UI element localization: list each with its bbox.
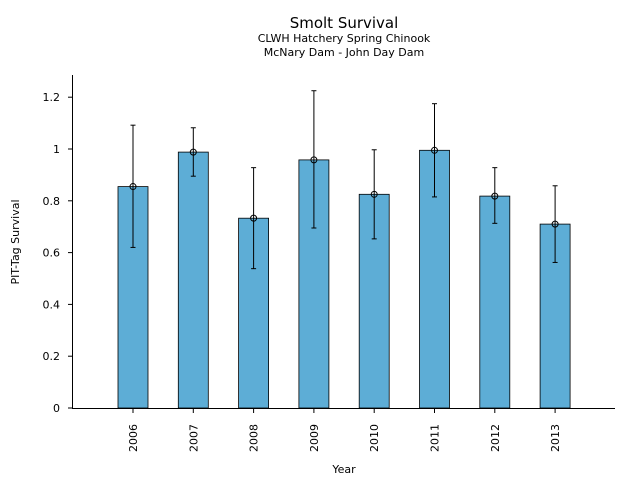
- x-tick-label-2007: 2007: [187, 424, 200, 452]
- x-tick-label-2008: 2008: [248, 424, 261, 452]
- point-marker-2007: [189, 148, 197, 156]
- x-axis-label: Year: [331, 463, 356, 476]
- point-marker-2008: [250, 214, 258, 222]
- y-tick-label-2: 0.4: [43, 298, 61, 311]
- bar-2012: [479, 195, 511, 409]
- bar-2007: [177, 151, 209, 409]
- y-tick-label-4: 0.8: [43, 195, 61, 208]
- x-tick-label-2013: 2013: [549, 424, 562, 452]
- x-tick-label-2011: 2011: [429, 424, 442, 452]
- point-marker-2013: [551, 220, 559, 228]
- bars-group: [117, 149, 571, 409]
- x-tick-label-2010: 2010: [368, 424, 381, 452]
- y-axis-label: PIT-Tag Survival: [9, 199, 22, 284]
- point-marker-2006: [129, 183, 137, 191]
- x-ticks-group: 2006 2007 2008 2009 2010 2011 2012 2013: [127, 409, 562, 452]
- x-tick-label-2006: 2006: [127, 424, 140, 452]
- chart-subtitle-line-2: McNary Dam - John Day Dam: [264, 46, 424, 59]
- x-tick-label-2009: 2009: [308, 424, 321, 452]
- point-marker-2009: [310, 156, 318, 164]
- chart-subtitle-line-1: CLWH Hatchery Spring Chinook: [258, 32, 431, 45]
- error-bars-group: [129, 90, 559, 270]
- y-tick-label-3: 0.6: [43, 247, 61, 260]
- y-tick-label-5: 1: [53, 143, 60, 156]
- point-marker-2012: [491, 192, 499, 200]
- point-marker-2010: [370, 190, 378, 198]
- y-ticks-group: 0 0.2 0.4 0.6 0.8 1 1.2: [43, 91, 72, 415]
- y-tick-label-0: 0: [53, 402, 60, 415]
- y-tick-label-1: 0.2: [43, 350, 61, 363]
- y-tick-label-6: 1.2: [43, 91, 61, 104]
- chart-title: Smolt Survival: [290, 14, 399, 32]
- x-tick-label-2012: 2012: [489, 424, 502, 452]
- point-marker-2011: [431, 146, 438, 154]
